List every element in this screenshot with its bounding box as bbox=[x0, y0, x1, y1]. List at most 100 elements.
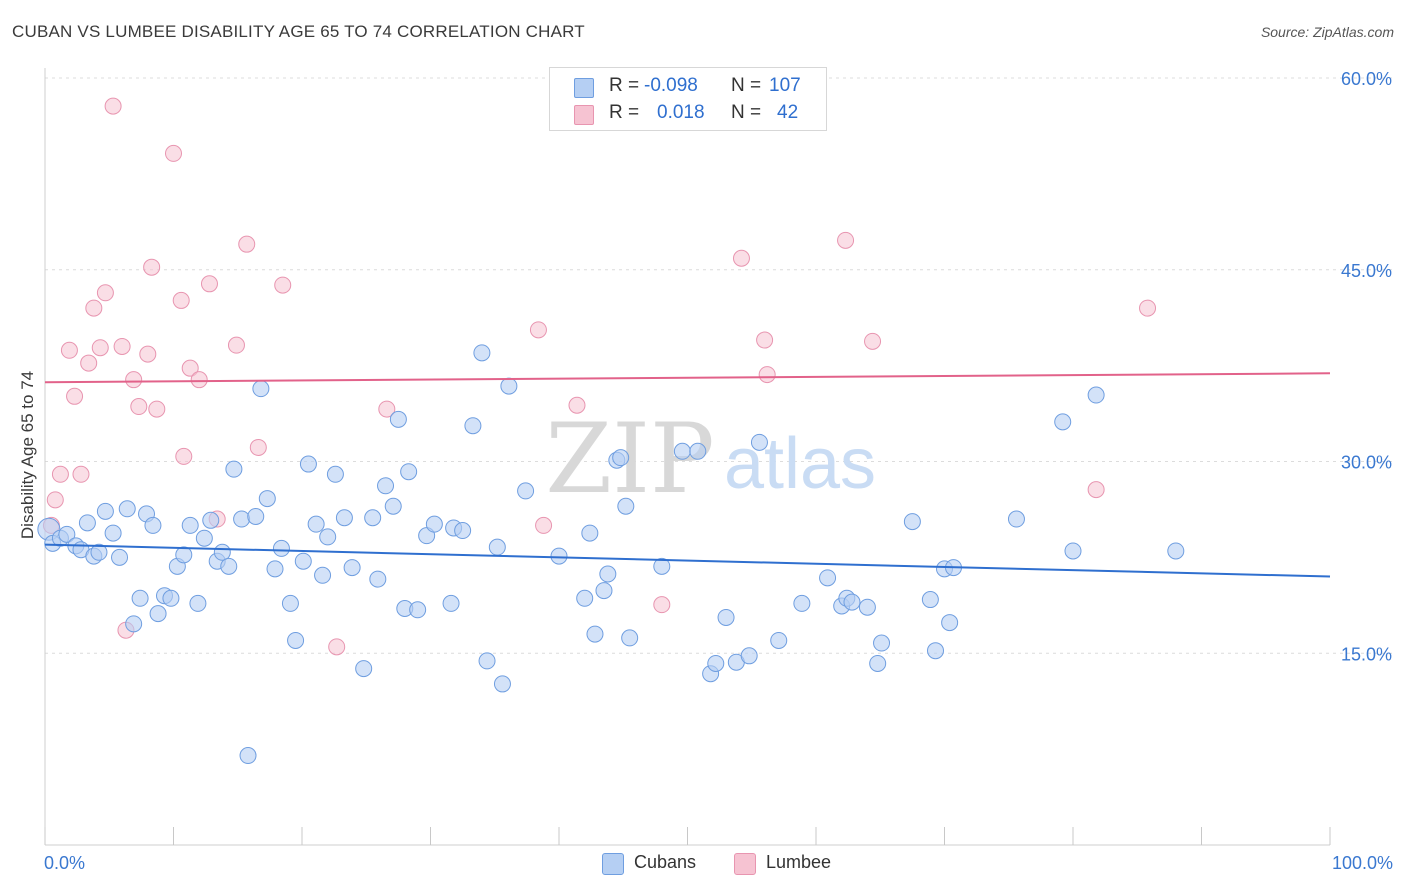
watermark-atlas: atlas bbox=[724, 424, 876, 504]
lumbee-point bbox=[1087, 481, 1105, 499]
cubans-point bbox=[673, 442, 691, 460]
cubans-point bbox=[144, 516, 162, 534]
cubans-point bbox=[369, 570, 387, 588]
lumbee-point bbox=[535, 516, 553, 534]
cubans-point bbox=[189, 594, 207, 612]
cubans-points bbox=[37, 344, 1185, 765]
cubans-point bbox=[319, 528, 337, 546]
y-axis-label: Disability Age 65 to 74 bbox=[18, 371, 37, 539]
legend-n-value: 42 bbox=[777, 102, 799, 123]
cubans-point bbox=[90, 543, 108, 561]
cubans-point bbox=[247, 507, 265, 525]
lumbee-trend-line bbox=[44, 372, 1331, 384]
lumbee-point bbox=[529, 321, 547, 339]
cubans-point bbox=[488, 538, 506, 556]
cubans-point bbox=[384, 497, 402, 515]
cubans-point bbox=[941, 614, 959, 632]
lumbee-point bbox=[732, 249, 750, 267]
cubans-point bbox=[266, 560, 284, 578]
correlation-legend: R = -0.098 N = 107 R = 0.018 N = 42 bbox=[549, 67, 827, 131]
cubans-point bbox=[400, 463, 418, 481]
lumbee-point bbox=[139, 345, 157, 363]
lumbee-point bbox=[51, 465, 69, 483]
legend-r-value: -0.098 bbox=[644, 75, 698, 96]
lumbee-point bbox=[756, 331, 774, 349]
cubans-point bbox=[740, 647, 758, 665]
lumbee-point bbox=[249, 438, 267, 456]
cubans-legend-label: Cubans bbox=[634, 852, 697, 872]
cubans-point bbox=[517, 482, 535, 500]
cubans-point bbox=[149, 605, 167, 623]
trend-lines bbox=[44, 372, 1331, 578]
lumbee-point bbox=[72, 465, 90, 483]
cubans-point bbox=[576, 589, 594, 607]
y-tick-label: 15.0% bbox=[1341, 644, 1392, 664]
cubans-point bbox=[326, 465, 344, 483]
lumbee-point bbox=[148, 400, 166, 418]
cubans-point bbox=[111, 548, 129, 566]
cubans-point bbox=[252, 380, 270, 398]
lumbee-point bbox=[1139, 299, 1157, 317]
axes bbox=[44, 68, 1331, 846]
cubans-point bbox=[78, 514, 96, 532]
cubans-point bbox=[500, 377, 518, 395]
lumbee-point bbox=[238, 235, 256, 253]
cubans-point bbox=[281, 594, 299, 612]
cubans-point bbox=[307, 515, 325, 533]
cubans-point bbox=[793, 594, 811, 612]
cubans-point bbox=[287, 631, 305, 649]
legend-n-label: N = bbox=[731, 102, 762, 123]
legend-r-label: R = bbox=[609, 75, 640, 96]
lumbee-point bbox=[172, 291, 190, 309]
cubans-point bbox=[239, 747, 257, 765]
watermark-zip: ZIP bbox=[545, 403, 714, 515]
cubans-point bbox=[612, 449, 630, 467]
cubans-point bbox=[195, 529, 213, 547]
legend-n-value: 107 bbox=[769, 75, 801, 96]
cubans-point bbox=[225, 460, 243, 478]
source-label: Source: ZipAtlas.com bbox=[1260, 24, 1394, 40]
cubans-point bbox=[586, 625, 604, 643]
lumbee-point bbox=[227, 336, 245, 354]
tick-labels: 15.0% 30.0% 45.0% 60.0% 0.0% 100.0% bbox=[44, 69, 1393, 873]
lumbee-point bbox=[378, 400, 396, 418]
cubans-point bbox=[843, 593, 861, 611]
x-tick-label: 100.0% bbox=[1332, 853, 1393, 873]
cubans-point bbox=[689, 442, 707, 460]
lumbee-point bbox=[91, 339, 109, 357]
lumbee-point bbox=[80, 354, 98, 372]
y-tick-label: 60.0% bbox=[1341, 69, 1392, 89]
legend-n-label: N = bbox=[731, 75, 762, 96]
lumbee-point bbox=[113, 337, 131, 355]
cubans-point bbox=[1007, 510, 1025, 528]
cubans-point bbox=[425, 515, 443, 533]
lumbee-legend-swatch bbox=[734, 853, 756, 875]
lumbee-point bbox=[181, 359, 199, 377]
cubans-point bbox=[873, 634, 891, 652]
cubans-point bbox=[355, 660, 373, 678]
cubans-point bbox=[550, 547, 568, 565]
cubans-point bbox=[464, 417, 482, 435]
chart-title: CUBAN VS LUMBEE DISABILITY AGE 65 TO 74 … bbox=[12, 22, 585, 41]
cubans-point bbox=[1087, 386, 1105, 404]
lumbee-point bbox=[190, 371, 208, 389]
cubans-point bbox=[617, 497, 635, 515]
cubans-point bbox=[707, 654, 725, 672]
cubans-point bbox=[96, 502, 114, 520]
cubans-point bbox=[175, 546, 193, 564]
lumbee-point bbox=[143, 258, 161, 276]
cubans-point bbox=[770, 631, 788, 649]
lumbee-point bbox=[104, 97, 122, 115]
cubans-point bbox=[599, 565, 617, 583]
cubans-point bbox=[131, 589, 149, 607]
cubans-point bbox=[858, 598, 876, 616]
cubans-point bbox=[1167, 542, 1185, 560]
cubans-point bbox=[314, 566, 332, 584]
lumbee-point bbox=[200, 275, 218, 293]
legend-r-value: 0.018 bbox=[657, 102, 705, 123]
cubans-point bbox=[869, 654, 887, 672]
lumbee-point bbox=[653, 596, 671, 614]
cubans-point bbox=[442, 594, 460, 612]
lumbee-point bbox=[130, 398, 148, 416]
